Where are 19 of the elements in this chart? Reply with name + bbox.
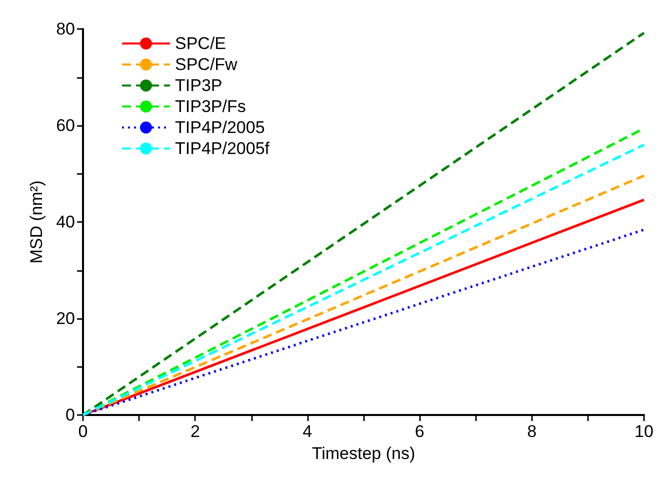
- legend-label: TIP3P: [175, 76, 222, 95]
- x-tick-label: 4: [302, 422, 312, 441]
- legend-label: TIP4P/2005: [175, 118, 265, 137]
- x-tick-label: 8: [527, 422, 537, 441]
- x-tick-label: 2: [190, 422, 200, 441]
- x-tick-label: 6: [414, 422, 424, 441]
- y-tick-label: 80: [56, 20, 75, 38]
- legend-label: SPC/E: [175, 34, 226, 53]
- y-tick-label: 40: [56, 212, 75, 232]
- legend-label: SPC/Fw: [175, 55, 238, 74]
- y-tick-label: 60: [56, 116, 75, 135]
- y-tick-label: 0: [66, 406, 75, 424]
- x-tick-label: 0: [78, 422, 88, 441]
- legend-label: TIP4P/2005f: [175, 139, 270, 158]
- y-axis-title: MSD (nm²): [27, 180, 46, 264]
- x-axis-title: Timestep (ns): [312, 444, 416, 463]
- legend-label: TIP3P/Fs: [175, 97, 246, 116]
- x-tick-label: 10: [634, 422, 654, 441]
- y-tick-label: 20: [56, 309, 75, 328]
